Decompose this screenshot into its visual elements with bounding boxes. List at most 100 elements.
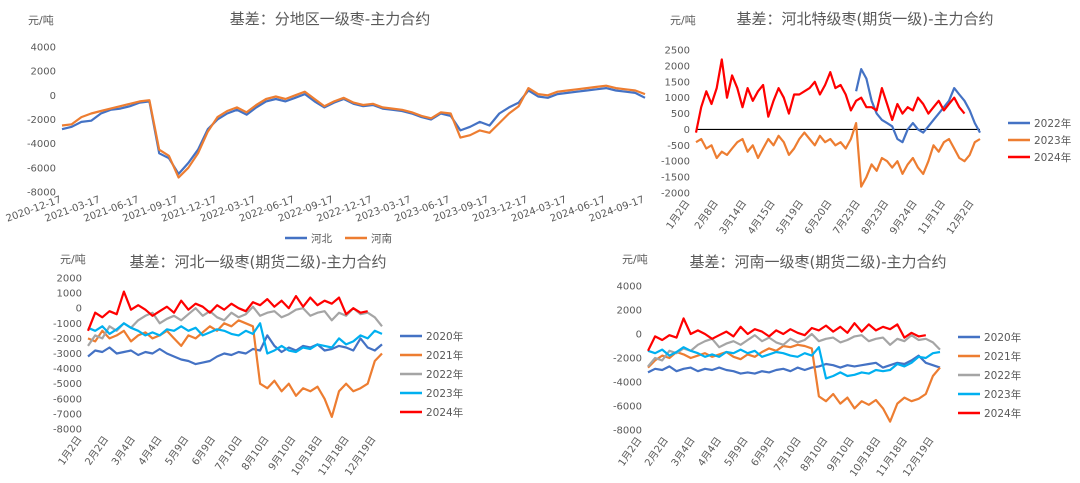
chart-4-svg: 基差：河南一级枣(期货二级)-主力合约 元/吨 4000 2000 0 -2000 -400… [613,253,1021,479]
x-tick-label: 12月2日 [944,198,976,237]
series-line-2 [87,319,383,418]
x-tick-label: 4月4日 [136,434,165,468]
x-tick-label: 4月4日 [695,435,724,469]
y-tick-label: -500 [667,141,690,152]
y-tick-label: -1500 [661,173,690,184]
x-tick-label: 3月4日 [109,434,138,468]
x-tick-label: 8月23日 [859,198,891,237]
x-tick-label: 5月19日 [774,198,806,237]
x-tick-label: 2月8日 [692,198,721,232]
y-tick-label: -4000 [53,364,82,375]
x-tick-label: 9月24日 [887,198,919,237]
x-tick-label: 5月9日 [722,435,751,469]
y-tick-label: 1000 [665,93,690,104]
legend-label: 2021年 [984,350,1021,363]
legend-label: 2023年 [984,388,1021,401]
y-tick-label: -2000 [53,334,82,345]
chart-1-svg: 基差：分地区一级枣-主力合约 元/吨 4000 2000 0 -2000 -4000 -600… [5,10,646,245]
x-tick-label: 2月2日 [83,434,112,468]
x-tick-label: 11月1日 [916,198,948,237]
y-tick-label: 0 [636,330,642,341]
y-tick-label: -2000 [661,189,690,200]
y-tick-label: -2000 [27,115,56,126]
y-tick-label: 1500 [665,77,690,88]
chart-2: 基差：河北特级枣(期货一级)-主力合约 元/吨 2500 2000 1500 1000 50… [660,0,1080,250]
y-tick-label: -4000 [613,378,642,389]
legend-label: 2020年 [984,331,1021,344]
chart-title: 基差：河北特级枣(期货一级)-主力合约 [736,10,993,28]
y-unit-label: 元/吨 [670,14,696,27]
chart-title: 基差：河南一级枣(期货二级)-主力合约 [689,253,946,271]
y-tick-label: -7000 [53,409,82,420]
chart-4: 基差：河南一级枣(期货二级)-主力合约 元/吨 4000 2000 0 -2000 -400… [560,245,1080,479]
y-tick-label: 0 [76,304,82,315]
x-tick-label: 3月4日 [669,435,698,469]
chart-title: 基差：河北一级枣(期货二级)-主力合约 [129,253,386,271]
legend-label: 2023年 [1034,134,1071,147]
y-tick-label: -8000 [53,425,82,436]
series-line-5 [86,290,368,332]
series-line-1 [855,68,981,144]
y-tick-label: -5000 [53,379,82,390]
y-tick-label: -2000 [613,354,642,365]
y-tick-label: -3000 [53,349,82,360]
legend-label: 2024年 [1034,151,1071,164]
series-line-2 [61,84,646,179]
x-tick-label: 4月15日 [745,198,777,237]
chart-3-svg: 基差：河北一级枣(期货二级)-主力合约 元/吨 2000 1000 0 -1000 -200… [53,253,463,478]
x-tick-label: 6月9日 [189,434,218,468]
y-tick-label: -6000 [27,163,56,174]
y-tick-label: 2000 [617,306,642,317]
y-tick-label: 4000 [31,43,56,54]
y-unit-label: 元/吨 [60,253,86,266]
chart-3: 基差：河北一级枣(期货二级)-主力合约 元/吨 2000 1000 0 -1000 -200… [0,245,540,479]
y-tick-label: 2000 [57,274,82,285]
x-tick-label: 1月2日 [56,434,85,468]
x-tick-label: 1月2日 [664,198,693,232]
x-tick-label: 2月2日 [642,435,671,469]
series-line-5 [647,317,926,352]
series-line-2 [695,122,981,188]
series-line-2 [647,343,941,423]
series-line-1 [87,334,383,366]
chart-1: 基差：分地区一级枣-主力合约 元/吨 4000 2000 0 -2000 -4000 -600… [0,0,660,250]
series-line-3 [694,58,966,133]
legend-label: 2021年 [426,349,463,362]
x-tick-label: 7月23日 [831,198,863,237]
y-tick-label: -6000 [53,394,82,405]
y-tick-label: 1000 [57,289,82,300]
x-tick-label: 6月9日 [749,435,778,469]
y-tick-label: -6000 [613,402,642,413]
y-tick-label: -1000 [53,319,82,330]
y-unit-label: 元/吨 [28,14,54,27]
y-tick-label: 2500 [665,46,690,57]
series-line-3 [647,332,941,368]
x-tick-label: 5月9日 [163,434,192,468]
legend-label: 2022年 [984,369,1021,382]
legend-label: 2023年 [426,387,463,400]
legend-label: 河北 [311,233,332,245]
series-line-1 [61,87,646,175]
y-tick-label: 0 [684,125,690,136]
legend-label: 2024年 [426,406,463,419]
x-tick-label: 1月2日 [616,435,645,469]
legend-label: 2024年 [984,407,1021,420]
y-tick-label: -4000 [27,139,56,150]
x-tick-label: 3月14日 [717,198,749,237]
chart-2-svg: 基差：河北特级枣(期货一级)-主力合约 元/吨 2500 2000 1500 1000 50… [661,10,1071,237]
x-tick-label: 6月20日 [802,198,834,237]
chart-title: 基差：分地区一级枣-主力合约 [230,10,430,28]
y-tick-label: 500 [671,109,690,120]
y-tick-label: -8000 [613,426,642,437]
series-line-3 [87,305,383,347]
legend-label: 2022年 [1034,117,1071,130]
series-line-4 [87,322,383,355]
legend-label: 2022年 [426,368,463,381]
series-line-4 [647,346,941,380]
y-tick-label: 4000 [617,282,642,293]
y-tick-label: 2000 [665,61,690,72]
y-tick-label: 0 [50,91,56,102]
y-unit-label: 元/吨 [622,253,648,266]
legend-label: 河南 [371,232,392,245]
y-tick-label: 2000 [31,67,56,78]
